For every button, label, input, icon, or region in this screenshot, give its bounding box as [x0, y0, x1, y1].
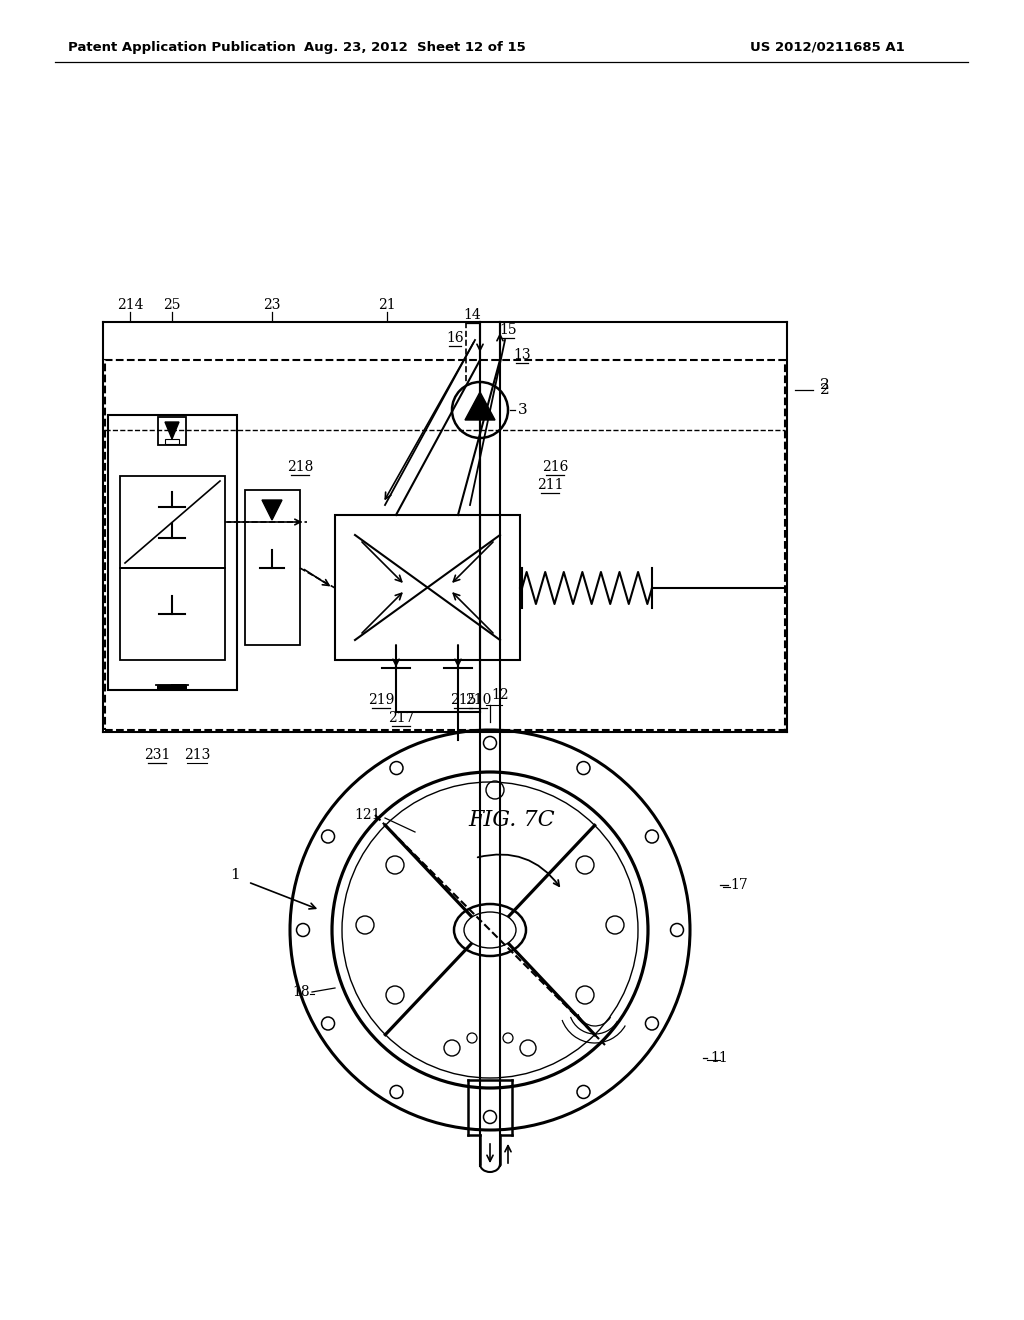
Text: 13: 13 [513, 348, 530, 362]
Bar [245, 490, 300, 645]
Text: FIG. 7C: FIG. 7C [469, 809, 555, 832]
Bar [335, 515, 520, 660]
Bar [105, 360, 785, 730]
Text: 213: 213 [184, 748, 210, 762]
Text: 217: 217 [388, 711, 415, 725]
Text: Aug. 23, 2012  Sheet 12 of 15: Aug. 23, 2012 Sheet 12 of 15 [304, 41, 526, 54]
Text: 215: 215 [450, 693, 476, 708]
Text: 210: 210 [465, 693, 492, 708]
Text: 121: 121 [354, 808, 381, 822]
Text: 16: 16 [446, 331, 464, 345]
Text: 2: 2 [820, 383, 829, 397]
Bar [165, 440, 179, 444]
Text: Patent Application Publication: Patent Application Publication [68, 41, 296, 54]
Text: 12: 12 [492, 688, 509, 702]
Text: 231: 231 [143, 748, 170, 762]
Text: 211: 211 [537, 478, 563, 492]
Text: 2: 2 [820, 378, 829, 392]
Text: 1: 1 [230, 869, 240, 882]
Polygon shape [262, 500, 282, 520]
Text: 25: 25 [163, 298, 181, 312]
Text: 218: 218 [287, 459, 313, 474]
Bar [158, 417, 186, 445]
Text: 3: 3 [518, 403, 527, 417]
Text: US 2012/0211685 A1: US 2012/0211685 A1 [750, 41, 905, 54]
Text: 23: 23 [263, 298, 281, 312]
Text: 214: 214 [117, 298, 143, 312]
Polygon shape [165, 422, 179, 440]
Text: 15: 15 [499, 323, 517, 337]
Text: 219: 219 [368, 693, 394, 708]
Bar [120, 568, 225, 660]
Text: 14: 14 [463, 308, 481, 322]
Bar [120, 477, 225, 568]
Text: 17: 17 [730, 878, 748, 892]
Bar [108, 414, 237, 690]
Text: 21: 21 [378, 298, 396, 312]
Polygon shape [465, 392, 495, 420]
Text: 216: 216 [542, 459, 568, 474]
Text: 18: 18 [293, 985, 310, 999]
Text: 11: 11 [710, 1051, 728, 1065]
